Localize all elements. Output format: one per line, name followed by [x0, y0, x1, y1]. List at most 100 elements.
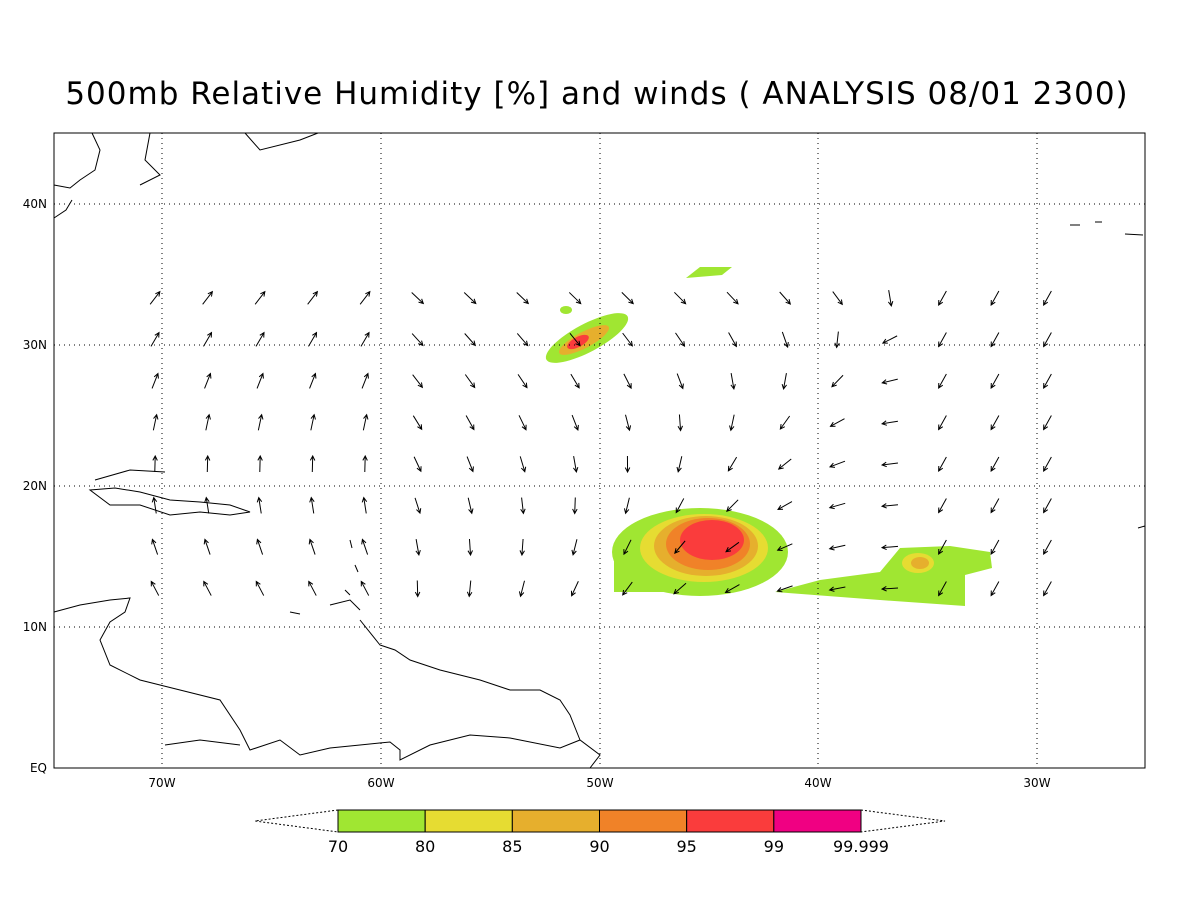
wind-arrow [623, 373, 632, 390]
wind-arrow [725, 541, 740, 553]
wind-arrow [673, 582, 687, 595]
wind-arrow [781, 373, 787, 390]
colorbar-swatch [424, 809, 513, 833]
wind-arrow [359, 290, 371, 305]
wind-arrow [570, 373, 580, 389]
wind-arrow [1043, 332, 1052, 348]
wind-arrow [519, 456, 527, 473]
wind-arrow [309, 496, 315, 514]
wind-arrow [152, 454, 158, 473]
wind-arrow [990, 456, 1000, 472]
colorbar-swatch [773, 809, 862, 833]
wind-arrow [255, 331, 265, 347]
wind-arrow [151, 538, 159, 555]
colorbar: 70 80 85 90 95 99 99.999 [254, 809, 946, 856]
wind-arrow [675, 498, 685, 514]
wind-arrow [463, 292, 477, 305]
wind-arrow [571, 539, 578, 556]
wind-arrow [880, 503, 899, 509]
wind-arrow [204, 372, 212, 389]
wind-arrow [466, 580, 473, 598]
wind-arrow [828, 586, 846, 592]
wind-arrow [257, 413, 264, 431]
colorbar-swatch [686, 809, 775, 833]
wind-arrow [623, 539, 632, 556]
wind-arrow [828, 502, 846, 510]
wind-arrow [149, 290, 161, 305]
wind-arrow [255, 580, 265, 596]
wind-arrow [516, 333, 529, 347]
wind-arrow [781, 331, 789, 349]
wind-arrow [361, 538, 369, 555]
wind-arrow [360, 331, 370, 347]
wind-arrow [674, 540, 686, 554]
wind-arrow [520, 497, 526, 515]
wind-arrow [152, 413, 159, 431]
wind-arrow [414, 497, 422, 515]
wind-arrow [467, 538, 473, 557]
wind-arrow [675, 332, 686, 348]
wind-arrow [730, 373, 736, 390]
wind-arrow [308, 580, 317, 596]
wind-arrow [203, 538, 211, 555]
wind-arrow [624, 455, 631, 474]
wind-arrow [990, 498, 1000, 514]
wind-arrow [832, 291, 843, 306]
wind-arrow [411, 292, 425, 305]
wind-arrow [151, 496, 158, 514]
wind-arrow [151, 372, 159, 389]
wind-arrow [674, 291, 687, 305]
lat-label: 10N [23, 620, 47, 634]
wind-arrow [776, 585, 793, 593]
wind-arrow [414, 580, 421, 598]
wind-arrow [938, 415, 947, 431]
wind-vectors [149, 290, 1052, 598]
wind-arrow [256, 538, 264, 555]
wind-arrow [625, 414, 632, 432]
wind-arrow [834, 331, 840, 349]
wind-arrow [572, 497, 578, 515]
wind-arrow [779, 291, 792, 305]
wind-arrow [938, 332, 947, 348]
wind-arrow [466, 456, 474, 473]
wind-arrow [881, 335, 898, 344]
lat-label: 30N [23, 338, 47, 352]
wind-arrow [516, 292, 530, 305]
colorbar-label: 95 [676, 837, 696, 856]
wind-arrow [254, 290, 266, 305]
wind-arrow [990, 415, 1000, 431]
wind-arrow [1043, 290, 1052, 306]
wind-arrow [570, 581, 579, 597]
wind-arrow [728, 332, 737, 348]
wind-arrow [307, 290, 319, 305]
wind-arrow [990, 581, 1000, 597]
wind-arrow [831, 374, 844, 388]
wind-arrow [1043, 456, 1052, 472]
title: 500mb Relative Humidity [%] and winds ( … [65, 76, 1128, 112]
wind-arrow [202, 290, 214, 305]
wind-arrow [623, 497, 630, 515]
wind-arrow [880, 461, 899, 468]
wind-arrow [256, 496, 263, 514]
colorbar-label: 80 [415, 837, 435, 856]
wind-arrow [309, 372, 317, 389]
wind-arrow [676, 456, 683, 473]
wind-arrow [881, 420, 898, 426]
lat-label: 40N [23, 197, 47, 211]
wind-arrow [938, 456, 947, 472]
colorbar-swatch [337, 809, 426, 833]
wind-arrow [204, 454, 211, 473]
wind-arrow [572, 456, 579, 473]
wind-arrow [990, 290, 1000, 306]
lon-label: 70W [148, 776, 175, 790]
wind-arrow [308, 331, 318, 347]
wind-arrow [518, 415, 527, 431]
wind-arrow [621, 292, 634, 305]
wind-arrow [413, 456, 422, 473]
wind-arrow [464, 333, 477, 347]
wind-arrow [309, 454, 316, 473]
wind-arrow [415, 539, 421, 556]
wind-arrow [779, 415, 791, 430]
colorbar-swatch [511, 809, 600, 833]
